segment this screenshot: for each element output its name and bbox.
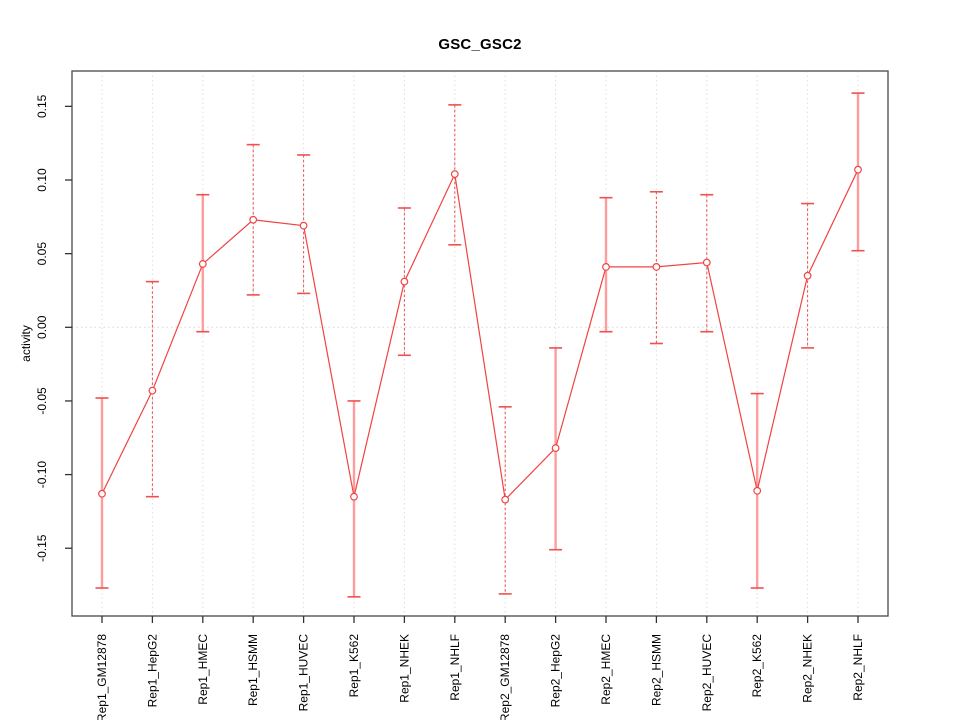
data-point-marker [854, 165, 862, 174]
data-point-marker [753, 486, 762, 495]
x-tick-label: Rep1_K562 [347, 634, 361, 698]
x-tick-label: Rep2_HUVEC [700, 634, 714, 712]
x-tick-label: Rep1_NHEK [397, 634, 411, 703]
x-tick-label: Rep1_HepG2 [145, 634, 159, 708]
data-point-marker [249, 215, 258, 224]
data-point-marker [450, 170, 459, 179]
data-point-marker [501, 495, 510, 504]
x-tick-label: Rep1_HMEC [196, 634, 210, 705]
data-point-marker [551, 444, 560, 452]
x-tick-label: Rep2_NHLF [851, 634, 865, 701]
x-tick-label: Rep2_HepG2 [549, 634, 563, 708]
data-point-marker [350, 492, 358, 501]
chart-title: GSC_GSC2 [438, 36, 522, 53]
y-tick-label: 0.10 [35, 168, 49, 192]
x-tick-label: Rep1_NHLF [448, 634, 462, 701]
x-tick-label: Rep1_GM12878 [95, 634, 109, 720]
y-axis-label: activity [19, 325, 33, 362]
data-point-marker [148, 386, 157, 395]
data-point-marker [98, 489, 106, 498]
data-point-marker [198, 260, 207, 268]
x-tick-label: Rep2_NHEK [801, 634, 815, 703]
x-tick-label: Rep2_K562 [750, 634, 764, 698]
data-point-marker [299, 221, 308, 230]
plot-frame [71, 70, 889, 617]
y-tick-label: 0.00 [35, 315, 49, 339]
y-tick-label: -0.15 [35, 534, 49, 562]
data-point-marker [602, 263, 610, 271]
x-tick-label: Rep2_GM12878 [498, 634, 512, 720]
x-tick-label: Rep2_HSMM [649, 634, 663, 706]
x-tick-label: Rep1_HSMM [246, 634, 260, 706]
series-line [101, 169, 859, 501]
y-tick-label: 0.05 [35, 242, 49, 266]
y-tick-label: 0.15 [35, 94, 49, 118]
data-point-marker [702, 258, 711, 267]
data-point-marker [803, 271, 812, 280]
x-tick-label: Rep1_HUVEC [297, 634, 311, 712]
y-tick-label: -0.10 [35, 461, 49, 489]
y-tick-label: -0.05 [35, 387, 49, 415]
data-point-marker [652, 263, 661, 271]
x-tick-label: Rep2_HMEC [599, 634, 613, 705]
data-point-marker [400, 277, 409, 286]
